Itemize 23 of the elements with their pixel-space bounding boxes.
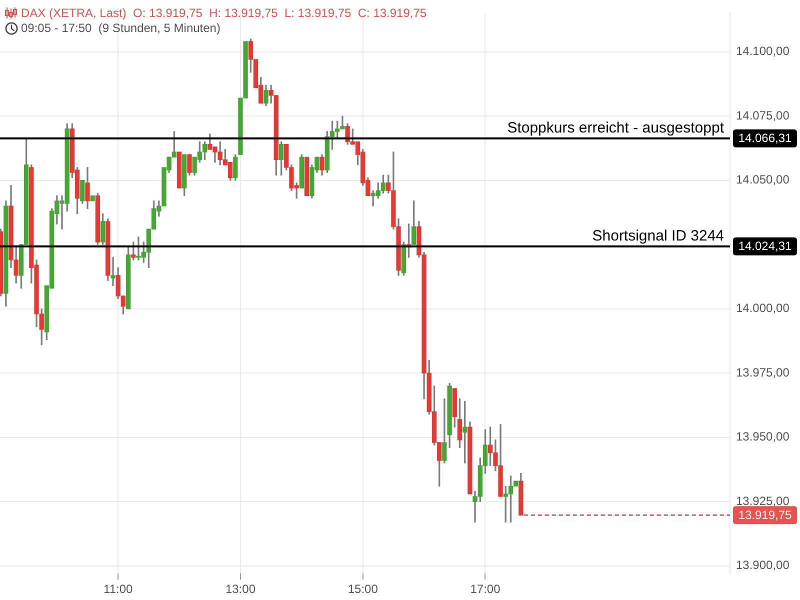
text: 09:05 - 17:50 (9 Stunden, 5 Minuten): [21, 21, 220, 35]
y-tick-label: 13.975,00: [736, 365, 790, 380]
ref-line-label: 14.066,31: [738, 131, 792, 146]
candlestick: [110, 257, 116, 286]
x-tick-label: 17:00: [470, 582, 501, 596]
y-tick-label: 14.100,00: [736, 44, 790, 58]
x-tick-label: 11:00: [104, 582, 133, 596]
y-tick-label: 13.925,00: [736, 494, 790, 508]
annotation: Shortsignal ID 3244: [592, 227, 724, 244]
chart-title: DAX (XETRA, Last) O: 13.919,75 H: 13.919,75 L: 13.919,75 C: 13.919,75: [21, 6, 427, 20]
candlestick: [304, 156, 310, 196]
x-tick-label: 15:00: [348, 582, 378, 596]
candlestick: [176, 152, 182, 188]
y-tick-label: 13.900,00: [736, 558, 790, 572]
y-tick-label: 14.050,00: [736, 172, 790, 187]
x-tick-label: 13:00: [225, 582, 256, 596]
y-tick-label: 14.000,00: [736, 301, 790, 316]
annotation: Stoppkurs erreicht - ausgestoppt: [507, 119, 725, 136]
ref-line-label: 14.024,31: [738, 239, 792, 254]
y-tick-label: 13.950,00: [736, 430, 790, 444]
candlestick: [90, 195, 95, 202]
y-tick-label: 14.075,00: [736, 108, 790, 122]
ref-line-label: 13.919,75: [738, 508, 792, 522]
